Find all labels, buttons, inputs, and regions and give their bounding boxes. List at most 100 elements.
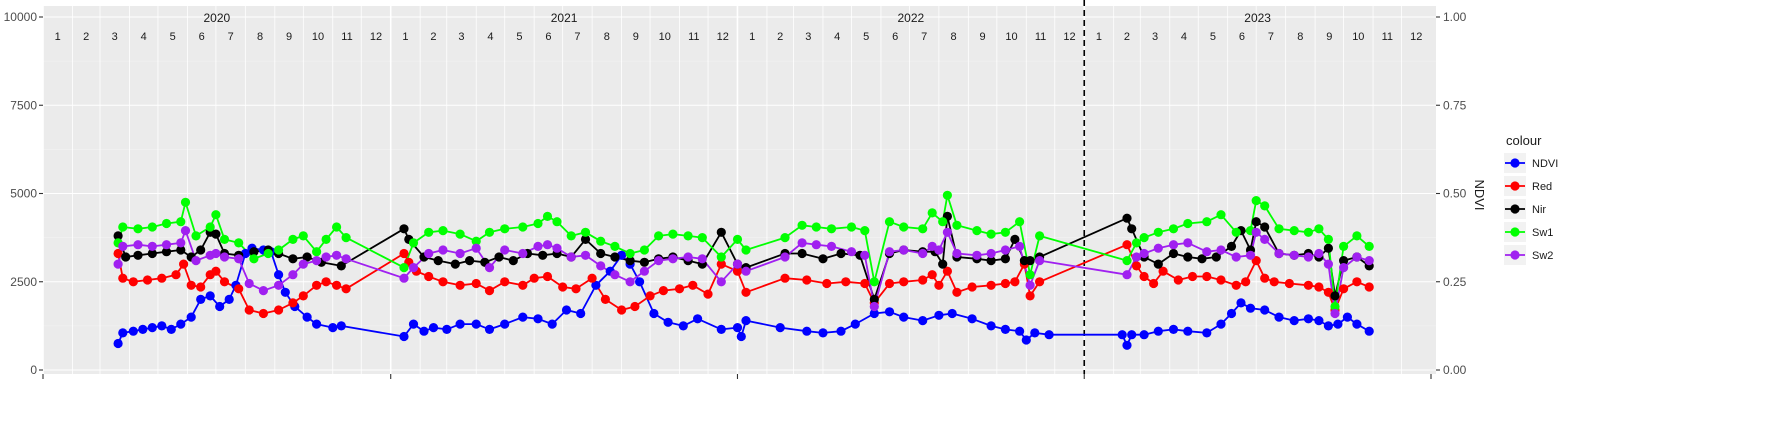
sw1-point <box>986 229 996 239</box>
sw2-point <box>332 250 342 260</box>
ndvi-point <box>576 308 586 319</box>
sw2-point <box>288 270 298 280</box>
nir-point <box>1122 213 1132 223</box>
sw2-point <box>1303 252 1313 262</box>
y-tick-label: 10000 <box>4 10 38 24</box>
nir-point <box>580 234 591 244</box>
red-point <box>587 273 597 283</box>
red-point <box>219 277 230 287</box>
month-label: 8 <box>257 31 263 43</box>
red-point <box>1010 277 1020 287</box>
nir-point <box>121 252 131 262</box>
ndvi-point <box>1216 319 1226 329</box>
sw2-point <box>869 301 879 312</box>
sw1-point <box>438 226 448 236</box>
nir-point <box>1183 252 1193 262</box>
red-point <box>312 280 322 290</box>
sw2-point <box>1245 250 1256 260</box>
sw2-point <box>683 252 693 262</box>
red-point <box>716 259 726 269</box>
ndvi-point <box>500 319 510 329</box>
legend-swatch-point <box>1510 250 1520 260</box>
red-point <box>630 301 640 312</box>
nir-point <box>1168 248 1179 259</box>
sw2-point <box>298 259 308 269</box>
month-label: 5 <box>863 31 869 43</box>
ndvi-point <box>147 323 157 333</box>
ndvi-point <box>1168 324 1179 334</box>
nir-point <box>538 250 548 260</box>
ndvi-point <box>428 323 439 333</box>
red-point <box>1284 278 1294 289</box>
sw1-point <box>668 229 678 239</box>
sw1-point <box>455 229 465 239</box>
year-label: 2020 <box>204 11 231 25</box>
sw2-point <box>211 248 221 259</box>
sw1-point <box>484 227 495 237</box>
sw2-point <box>654 256 664 266</box>
sw1-point <box>147 222 157 232</box>
nir-point <box>797 248 807 259</box>
sw2-point <box>1216 245 1226 255</box>
legend-label: Nir <box>1532 204 1546 216</box>
red-point <box>211 266 221 276</box>
month-label: 1 <box>1096 31 1102 43</box>
legend-title: colour <box>1506 133 1542 148</box>
sw1-point <box>1000 227 1011 237</box>
red-point <box>234 284 244 294</box>
sw2-point <box>1183 238 1193 248</box>
ndvi-point <box>802 326 812 336</box>
sw2-point <box>500 245 510 255</box>
sw2-point <box>484 263 495 273</box>
ndvi-point <box>547 319 557 329</box>
sw1-point <box>596 236 606 246</box>
sw2-point <box>274 280 284 290</box>
sw2-point <box>780 252 790 262</box>
red-point <box>1158 266 1168 276</box>
month-label: 7 <box>574 31 580 43</box>
red-point <box>171 270 181 280</box>
ndvi-point <box>399 331 409 342</box>
red-point <box>1339 284 1349 294</box>
red-point <box>780 273 790 283</box>
sw1-point <box>191 231 201 241</box>
ndvi-point <box>693 314 703 324</box>
sw2-point <box>321 252 331 262</box>
sw2-point <box>1274 248 1284 259</box>
red-point <box>1352 277 1362 287</box>
sw2-point <box>1260 234 1270 244</box>
sw1-point <box>542 211 553 221</box>
nir-point <box>302 252 312 262</box>
sw2-point <box>625 277 635 287</box>
sw1-point <box>884 217 895 227</box>
nir-point <box>1153 259 1163 269</box>
sw2-point <box>118 241 128 251</box>
red-point <box>802 275 812 285</box>
ndvi-point <box>455 319 465 329</box>
month-label: 8 <box>951 31 957 43</box>
year-label: 2023 <box>1244 11 1271 25</box>
sw2-point <box>1202 247 1212 257</box>
year-label: 2021 <box>551 11 578 25</box>
sw2-point <box>147 241 157 251</box>
nir-point <box>1251 217 1261 227</box>
red-point <box>1025 291 1035 301</box>
sw2-point <box>1153 243 1163 253</box>
sw1-point <box>1183 218 1193 229</box>
ndvi-point <box>663 317 673 327</box>
ndvi-point <box>884 307 895 317</box>
red-point <box>518 280 528 290</box>
sw2-point <box>596 261 606 271</box>
sw1-point <box>1339 241 1349 251</box>
ndvi-point <box>166 324 176 334</box>
red-point <box>542 271 553 282</box>
sw1-point <box>118 222 128 232</box>
nir-point <box>450 259 460 269</box>
y2-tick-label: 0.00 <box>1443 363 1467 377</box>
red-point <box>1269 277 1279 287</box>
ndvi-point <box>1183 326 1193 336</box>
red-point <box>1139 271 1149 282</box>
red-point <box>118 273 128 283</box>
sw1-point <box>580 227 591 237</box>
red-point <box>471 278 481 289</box>
